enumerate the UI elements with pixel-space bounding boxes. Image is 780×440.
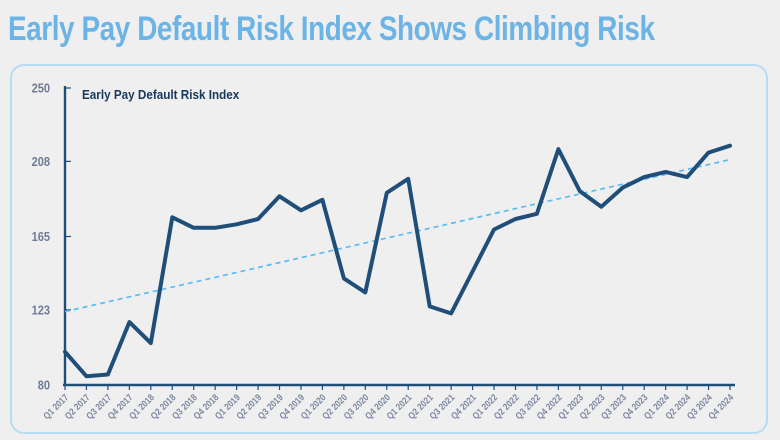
y-tick-label: 80 (38, 378, 51, 393)
y-tick-label: 123 (32, 303, 51, 318)
y-tick-label: 250 (32, 81, 51, 96)
risk-index-line (63, 143, 732, 379)
y-tick-label: 165 (32, 229, 51, 244)
page-title: Early Pay Default Risk Index Shows Climb… (8, 10, 655, 48)
chart-panel: 250 208 165 123 80 Q1 2017 Q2 2017 Q3 2017 Q4 20… (10, 64, 768, 434)
trend-line (64, 158, 731, 313)
chart-legend-label: Early Pay Default Risk Index (82, 87, 239, 102)
y-tick-label: 208 (32, 154, 51, 169)
